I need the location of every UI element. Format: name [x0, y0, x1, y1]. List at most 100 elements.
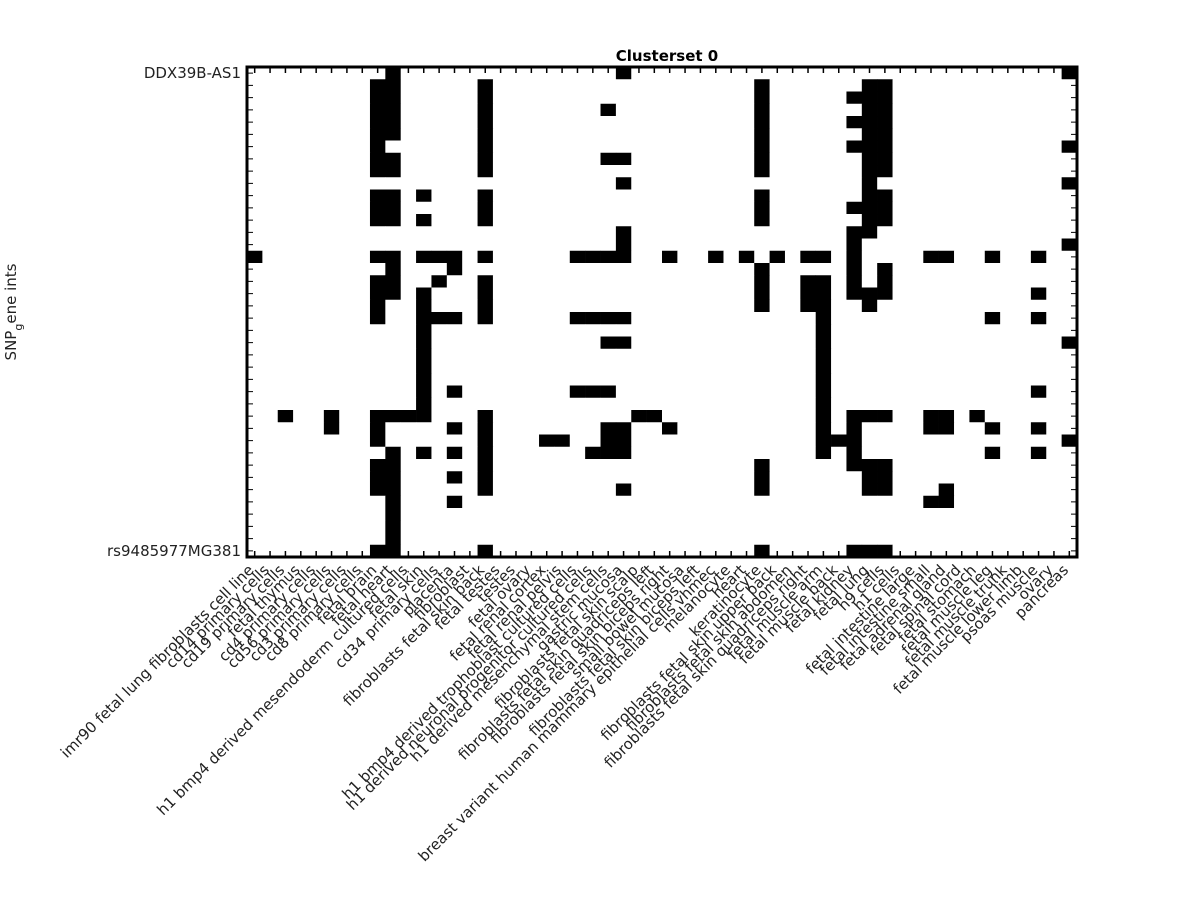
- cell: [262, 361, 279, 374]
- cell: [523, 422, 540, 435]
- cell: [984, 165, 1001, 178]
- cell: [723, 79, 740, 92]
- cell: [585, 459, 601, 472]
- cell: [723, 250, 740, 264]
- cell: [846, 397, 863, 411]
- cell: [308, 299, 325, 313]
- cell: [293, 495, 309, 509]
- cell: [723, 520, 740, 533]
- cell: [354, 385, 371, 399]
- cell: [692, 373, 709, 386]
- cell: [369, 312, 386, 325]
- cell: [1030, 128, 1047, 141]
- cell: [508, 116, 524, 129]
- cell: [892, 459, 909, 472]
- cell: [508, 532, 524, 546]
- cell: [938, 324, 955, 337]
- cell: [677, 189, 694, 203]
- cell: [984, 434, 1001, 448]
- cell: [416, 508, 432, 521]
- cell: [861, 422, 878, 435]
- cell: [784, 483, 801, 497]
- cell: [539, 177, 555, 190]
- cell: [969, 495, 986, 509]
- cell: [815, 434, 832, 448]
- cell: [262, 299, 279, 313]
- cell: [492, 446, 509, 460]
- cell: [861, 495, 878, 509]
- cell: [508, 177, 524, 190]
- cell: [784, 459, 801, 472]
- cell: [477, 508, 494, 521]
- cell: [1015, 287, 1032, 301]
- cell: [446, 238, 463, 252]
- cell: [784, 385, 801, 399]
- cell: [800, 495, 817, 509]
- cell: [354, 422, 371, 435]
- cell: [877, 250, 893, 264]
- cell: [631, 459, 647, 472]
- cell: [769, 312, 786, 325]
- cell: [339, 471, 355, 484]
- cell: [569, 103, 586, 117]
- cell: [508, 103, 524, 117]
- cell: [600, 361, 617, 374]
- cell: [923, 79, 939, 92]
- cell: [815, 299, 832, 313]
- cell: [877, 103, 893, 117]
- cell: [954, 397, 970, 411]
- cell: [800, 250, 817, 264]
- cell: [646, 434, 663, 448]
- cell: [569, 226, 586, 239]
- cell: [431, 434, 448, 448]
- cell: [831, 226, 847, 239]
- cell: [754, 287, 770, 301]
- cell: [738, 348, 755, 362]
- cell: [877, 336, 893, 350]
- cell: [662, 336, 678, 350]
- cell: [385, 250, 402, 264]
- cell: [1061, 397, 1078, 411]
- cell: [1046, 152, 1062, 166]
- cell: [600, 226, 617, 239]
- cell: [354, 116, 371, 129]
- cell: [262, 483, 279, 497]
- cell: [462, 422, 478, 435]
- cell: [662, 348, 678, 362]
- cell: [431, 226, 448, 239]
- cell: [1000, 263, 1016, 276]
- cell: [462, 434, 478, 448]
- cell: [923, 165, 939, 178]
- cell: [539, 214, 555, 227]
- cell: [892, 299, 909, 313]
- cell: [769, 336, 786, 350]
- cell: [539, 483, 555, 497]
- cell: [539, 189, 555, 203]
- cell: [892, 361, 909, 374]
- cell: [523, 214, 540, 227]
- cell: [323, 324, 340, 337]
- cell: [431, 483, 448, 497]
- cell: [508, 299, 524, 313]
- cell: [754, 103, 770, 117]
- cell: [600, 385, 617, 399]
- cell: [308, 263, 325, 276]
- cell: [646, 348, 663, 362]
- cell: [646, 189, 663, 203]
- cell: [769, 373, 786, 386]
- cell: [938, 238, 955, 252]
- cell: [738, 189, 755, 203]
- cell: [815, 189, 832, 203]
- cell: [754, 250, 770, 264]
- cell: [431, 299, 448, 313]
- cell: [800, 275, 817, 288]
- cell: [615, 214, 632, 227]
- cell: [646, 275, 663, 288]
- cell: [984, 226, 1001, 239]
- cell: [492, 140, 509, 154]
- cell: [938, 410, 955, 423]
- cell: [554, 165, 571, 178]
- cell: [385, 263, 402, 276]
- cell: [877, 140, 893, 154]
- cell: [262, 67, 279, 80]
